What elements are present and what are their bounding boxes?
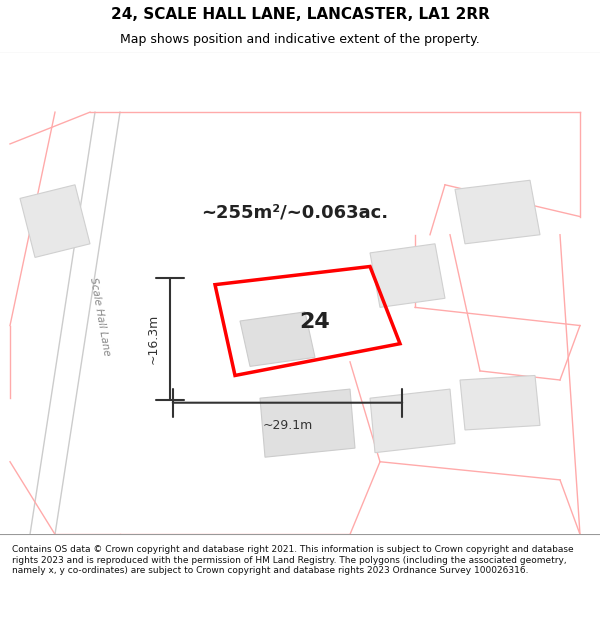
Polygon shape [20, 185, 90, 258]
Text: 24: 24 [299, 312, 331, 332]
Text: 24, SCALE HALL LANE, LANCASTER, LA1 2RR: 24, SCALE HALL LANE, LANCASTER, LA1 2RR [110, 8, 490, 22]
Text: ~16.3m: ~16.3m [147, 314, 160, 364]
Polygon shape [240, 312, 315, 366]
Polygon shape [455, 180, 540, 244]
Text: Map shows position and indicative extent of the property.: Map shows position and indicative extent… [120, 33, 480, 46]
Text: ~255m²/~0.063ac.: ~255m²/~0.063ac. [202, 203, 389, 221]
Polygon shape [260, 389, 355, 458]
Text: Scale Hall Lane: Scale Hall Lane [88, 276, 112, 356]
Text: ~29.1m: ~29.1m [262, 419, 313, 432]
Polygon shape [370, 389, 455, 452]
Polygon shape [370, 244, 445, 308]
Polygon shape [460, 376, 540, 430]
Text: Contains OS data © Crown copyright and database right 2021. This information is : Contains OS data © Crown copyright and d… [12, 545, 574, 575]
